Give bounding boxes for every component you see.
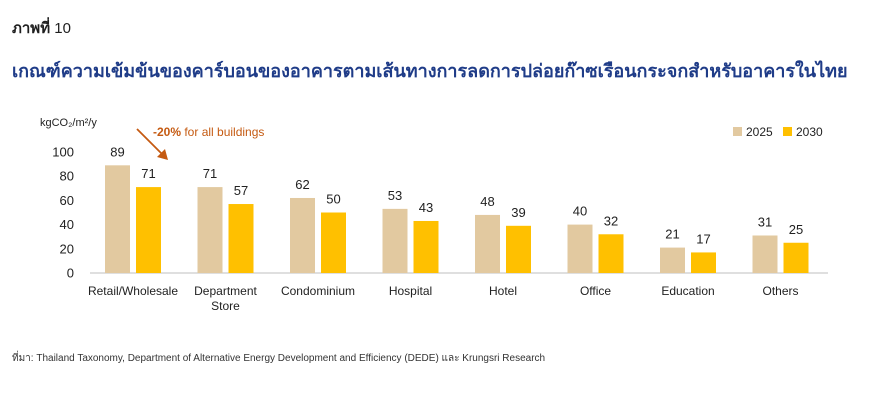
x-tick-label: Education xyxy=(661,284,714,298)
source-note: ที่มา: Thailand Taxonomy, Department of … xyxy=(12,353,546,364)
bar-2025 xyxy=(290,197,315,273)
data-label: 39 xyxy=(511,205,525,220)
bar-chart: kgCO₂/m²/y 0 20 40 60 80 100 89 71 Retail/Wholesa… xyxy=(40,117,828,313)
data-label: 89 xyxy=(110,144,124,159)
bar-2025 xyxy=(567,224,593,273)
bar-2030 xyxy=(228,204,254,273)
bar-2030 xyxy=(321,212,346,273)
y-tick-label: 100 xyxy=(52,145,74,160)
legend-label: 2030 xyxy=(796,125,823,139)
bar-2025 xyxy=(475,214,500,273)
bar-2025 xyxy=(105,165,130,273)
data-label: 32 xyxy=(604,213,618,228)
bar-2030 xyxy=(783,242,809,273)
bar-2025 xyxy=(382,208,408,273)
data-label: 25 xyxy=(789,222,803,237)
chart-title: เกณฑ์ความเข้มข้นของคาร์บอนของอาคารตามเส้… xyxy=(12,61,848,81)
x-tick-label: Others xyxy=(762,284,798,298)
data-label: 31 xyxy=(758,214,772,229)
x-tick-label: Hotel xyxy=(489,284,517,298)
figure-label: ภาพที่ 10 xyxy=(12,16,71,40)
x-tick-label: Office xyxy=(580,284,611,298)
bar-2025 xyxy=(752,235,778,273)
annotation-rest: for all buildings xyxy=(181,125,264,139)
x-tick-label: Condominium xyxy=(281,284,355,298)
data-label: 57 xyxy=(234,183,248,198)
x-tick-label: Retail/Wholesale xyxy=(88,284,178,298)
y-tick-label: 80 xyxy=(60,169,74,184)
data-label: 62 xyxy=(295,177,309,192)
legend-swatch-2025 xyxy=(733,127,742,136)
x-tick-label: Hospital xyxy=(389,284,432,298)
data-label: 48 xyxy=(480,194,494,209)
legend-swatch-2030 xyxy=(783,127,792,136)
x-tick-label: Store xyxy=(211,299,240,313)
y-tick-label: 0 xyxy=(67,266,74,281)
bar-2025 xyxy=(197,187,223,273)
data-label: 43 xyxy=(419,200,433,215)
bar-2030 xyxy=(506,225,531,273)
bar-2030 xyxy=(136,187,161,273)
data-label: 21 xyxy=(665,227,679,242)
data-label: 71 xyxy=(141,166,155,181)
y-tick-label: 20 xyxy=(60,241,74,256)
data-label: 40 xyxy=(573,204,587,219)
annotation-arrow-shaft xyxy=(136,128,163,155)
data-label: 71 xyxy=(203,166,217,181)
annotation-bold: -20% xyxy=(153,125,181,139)
bar-2030 xyxy=(413,220,439,273)
y-tick-label: 60 xyxy=(60,193,74,208)
annotation-arrow-head xyxy=(157,149,168,160)
data-label: 53 xyxy=(388,188,402,203)
bar-2030 xyxy=(691,252,716,273)
legend-label: 2025 xyxy=(746,125,773,139)
figure-number: 10 xyxy=(54,20,71,37)
annotation-text: -20% for all buildings xyxy=(153,125,264,139)
bar-2030 xyxy=(598,234,624,273)
figure-label-text: ภาพที่ xyxy=(12,20,51,37)
bar-2025 xyxy=(660,247,685,273)
x-tick-label: Department xyxy=(194,284,257,298)
data-label: 17 xyxy=(696,231,710,246)
y-tick-label: 40 xyxy=(60,217,74,232)
data-label: 50 xyxy=(326,192,340,207)
y-axis-label: kgCO₂/m²/y xyxy=(40,117,97,129)
